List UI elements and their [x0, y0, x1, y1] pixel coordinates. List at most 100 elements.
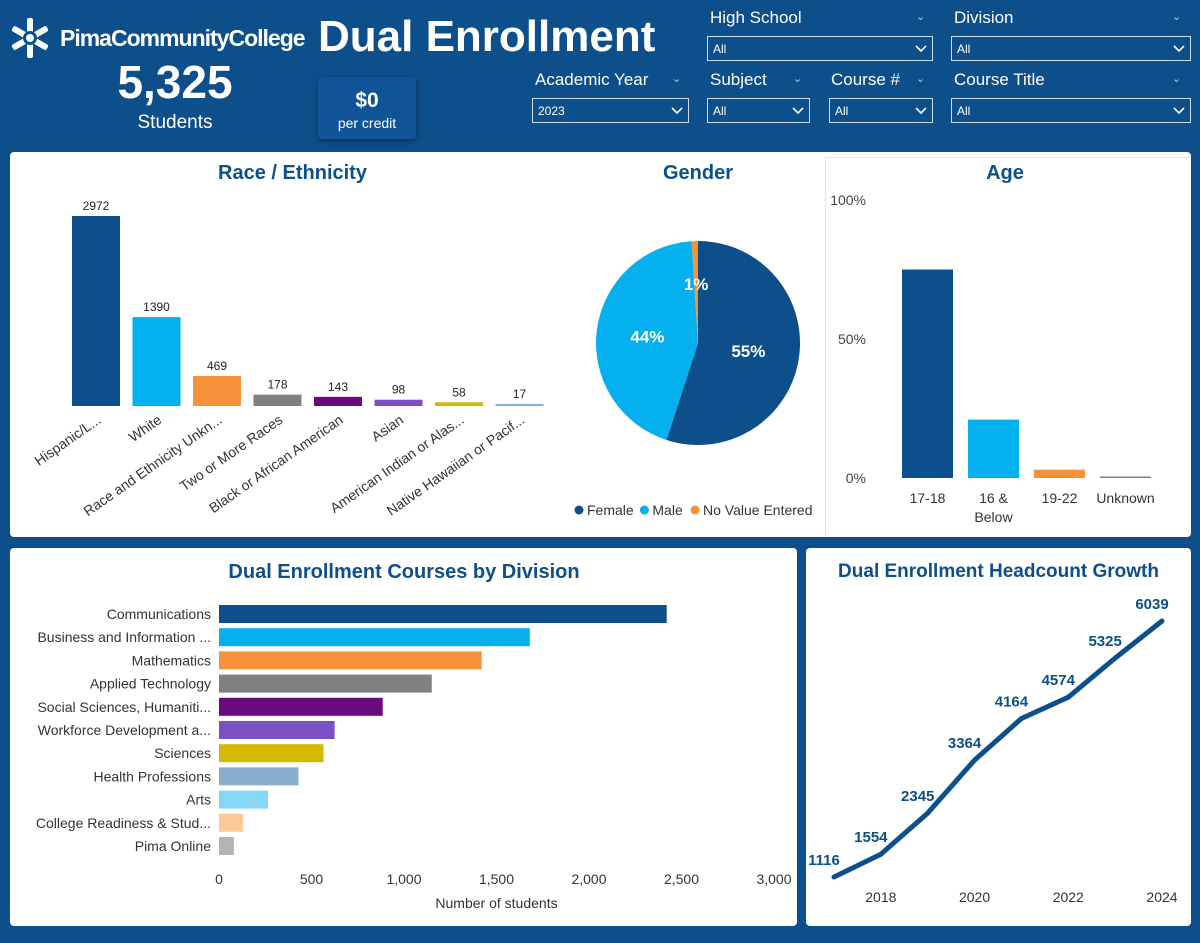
- age-y-tick: 50%: [838, 331, 866, 347]
- gender-value-label: 44%: [630, 328, 664, 347]
- race-category-label: Asian: [368, 411, 406, 444]
- students-count: 5,325: [117, 56, 233, 108]
- subject-select-value: All: [713, 103, 727, 118]
- growth-chart: 1116 1554 2345 3364 4164 4574 5325 6039 2018 2020…: [808, 596, 1178, 905]
- division-x-tick: 2,500: [664, 871, 699, 887]
- gender-slice: [666, 241, 800, 445]
- race-value-label: 143: [328, 380, 348, 394]
- age-bar: [1100, 476, 1151, 478]
- race-bar: [495, 404, 544, 406]
- growth-value-label: 1116: [808, 852, 840, 869]
- subject-select[interactable]: All: [707, 98, 810, 123]
- gender-value-label: 55%: [731, 342, 765, 361]
- division-bar: [219, 651, 482, 670]
- division-category-label: Business and Information ...: [37, 629, 211, 645]
- division-chart: Communications Business and Information .…: [36, 605, 792, 911]
- division-category-label: Communications: [107, 606, 211, 622]
- chevron-down-icon[interactable]: ⌄: [672, 73, 682, 85]
- high-school-select[interactable]: All: [707, 36, 933, 61]
- growth-chart-title: Dual Enrollment Headcount Growth: [838, 561, 1159, 582]
- course-num-select-value: All: [835, 103, 849, 118]
- gender-legend-label: No Value Entered: [703, 502, 812, 518]
- division-x-axis-title: Number of students: [435, 895, 557, 911]
- division-category-label: Sciences: [154, 745, 211, 761]
- growth-x-tick: 2024: [1146, 889, 1177, 905]
- division-select[interactable]: All: [951, 36, 1191, 61]
- course-title-filter-label: Course Title: [954, 70, 1045, 89]
- chevron-down-icon: [915, 106, 927, 114]
- race-bar: [374, 399, 423, 406]
- growth-value-label: 3364: [948, 735, 982, 752]
- college-logo: PimaCommunityCollege: [8, 14, 308, 62]
- legend-dot-icon: [690, 505, 700, 515]
- chevron-down-icon: [915, 44, 927, 52]
- race-value-label: 178: [267, 378, 287, 392]
- division-category-label: Mathematics: [132, 652, 211, 668]
- division-x-tick: 3,000: [756, 871, 791, 887]
- division-x-tick: 500: [300, 871, 324, 887]
- race-value-label: 469: [207, 359, 227, 373]
- race-bar: [132, 317, 181, 406]
- race-value-label: 58: [452, 385, 466, 399]
- age-panel: [825, 157, 1191, 535]
- growth-value-label: 5325: [1088, 633, 1121, 650]
- race-category-label: Hispanic/L...: [31, 411, 103, 468]
- division-bar: [219, 674, 432, 693]
- race-value-label: 98: [392, 383, 406, 397]
- growth-value-label: 4164: [995, 694, 1029, 711]
- growth-x-tick: 2022: [1053, 889, 1084, 905]
- chevron-down-icon[interactable]: ⌄: [793, 73, 803, 85]
- age-y-tick: 0%: [846, 470, 866, 486]
- chevron-down-icon[interactable]: ⌄: [1172, 11, 1182, 23]
- growth-value-label: 6039: [1135, 596, 1168, 613]
- division-category-label: College Readiness & Stud...: [36, 815, 211, 831]
- age-category-label: 17-18: [910, 490, 946, 506]
- race-value-label: 17: [513, 387, 527, 401]
- legend-dot-icon: [574, 505, 584, 515]
- age-chart: 0% 50% 100% 17-18 16 & Below 19-22 Unknown: [830, 192, 1155, 525]
- age-category-label: Unknown: [1096, 490, 1154, 506]
- course-num-select[interactable]: All: [829, 98, 933, 123]
- chevron-down-icon: [792, 106, 804, 114]
- gender-value-label: 1%: [684, 275, 709, 294]
- age-category-label: 16 &: [979, 490, 1008, 506]
- legend-dot-icon: [639, 505, 649, 515]
- academic-year-select[interactable]: 2023: [532, 98, 689, 123]
- course-title-select-value: All: [957, 103, 971, 118]
- academic-year-select-value: 2023: [538, 103, 565, 118]
- page-title: Dual Enrollment: [318, 12, 656, 61]
- gender-chart: 55% 44% 1% Female Male No Value Entered: [574, 241, 812, 518]
- division-bar: [219, 790, 269, 809]
- price-card: $0 per credit: [318, 77, 416, 139]
- race-bar: [193, 376, 241, 406]
- race-bar: [253, 394, 302, 406]
- gender-chart-title: Gender: [662, 162, 734, 184]
- age-chart-title: Age: [986, 162, 1024, 184]
- growth-x-tick: 2018: [865, 889, 896, 905]
- subject-filter-label: Subject: [710, 70, 767, 89]
- chevron-down-icon[interactable]: ⌄: [1172, 73, 1182, 85]
- age-y-tick: 100%: [830, 192, 866, 208]
- growth-value-label: 4574: [1042, 672, 1076, 689]
- growth-x-tick: 2020: [959, 889, 990, 905]
- chevron-down-icon[interactable]: ⌄: [916, 73, 926, 85]
- academic-year-filter-label: Academic Year: [535, 70, 649, 89]
- race-category-label: Two or More Races: [177, 411, 286, 494]
- division-category-label: Health Professions: [93, 768, 211, 784]
- age-category-label: 19-22: [1042, 490, 1078, 506]
- division-bar: [219, 628, 530, 647]
- race-bar: [435, 402, 483, 406]
- gender-slice: [691, 241, 698, 343]
- division-category-label: Pima Online: [135, 838, 211, 854]
- division-chart-title: Dual Enrollment Courses by Division: [228, 561, 580, 583]
- course-title-select[interactable]: All: [951, 98, 1191, 123]
- division-x-tick: 2,000: [571, 871, 606, 887]
- gender-slice: [595, 241, 698, 441]
- race-value-label: 2972: [83, 199, 110, 213]
- division-bar: [219, 767, 299, 786]
- division-category-label: Workforce Development a...: [38, 722, 211, 738]
- growth-line: [831, 618, 1165, 880]
- division-x-tick: 1,000: [386, 871, 421, 887]
- chevron-down-icon[interactable]: ⌄: [916, 11, 926, 23]
